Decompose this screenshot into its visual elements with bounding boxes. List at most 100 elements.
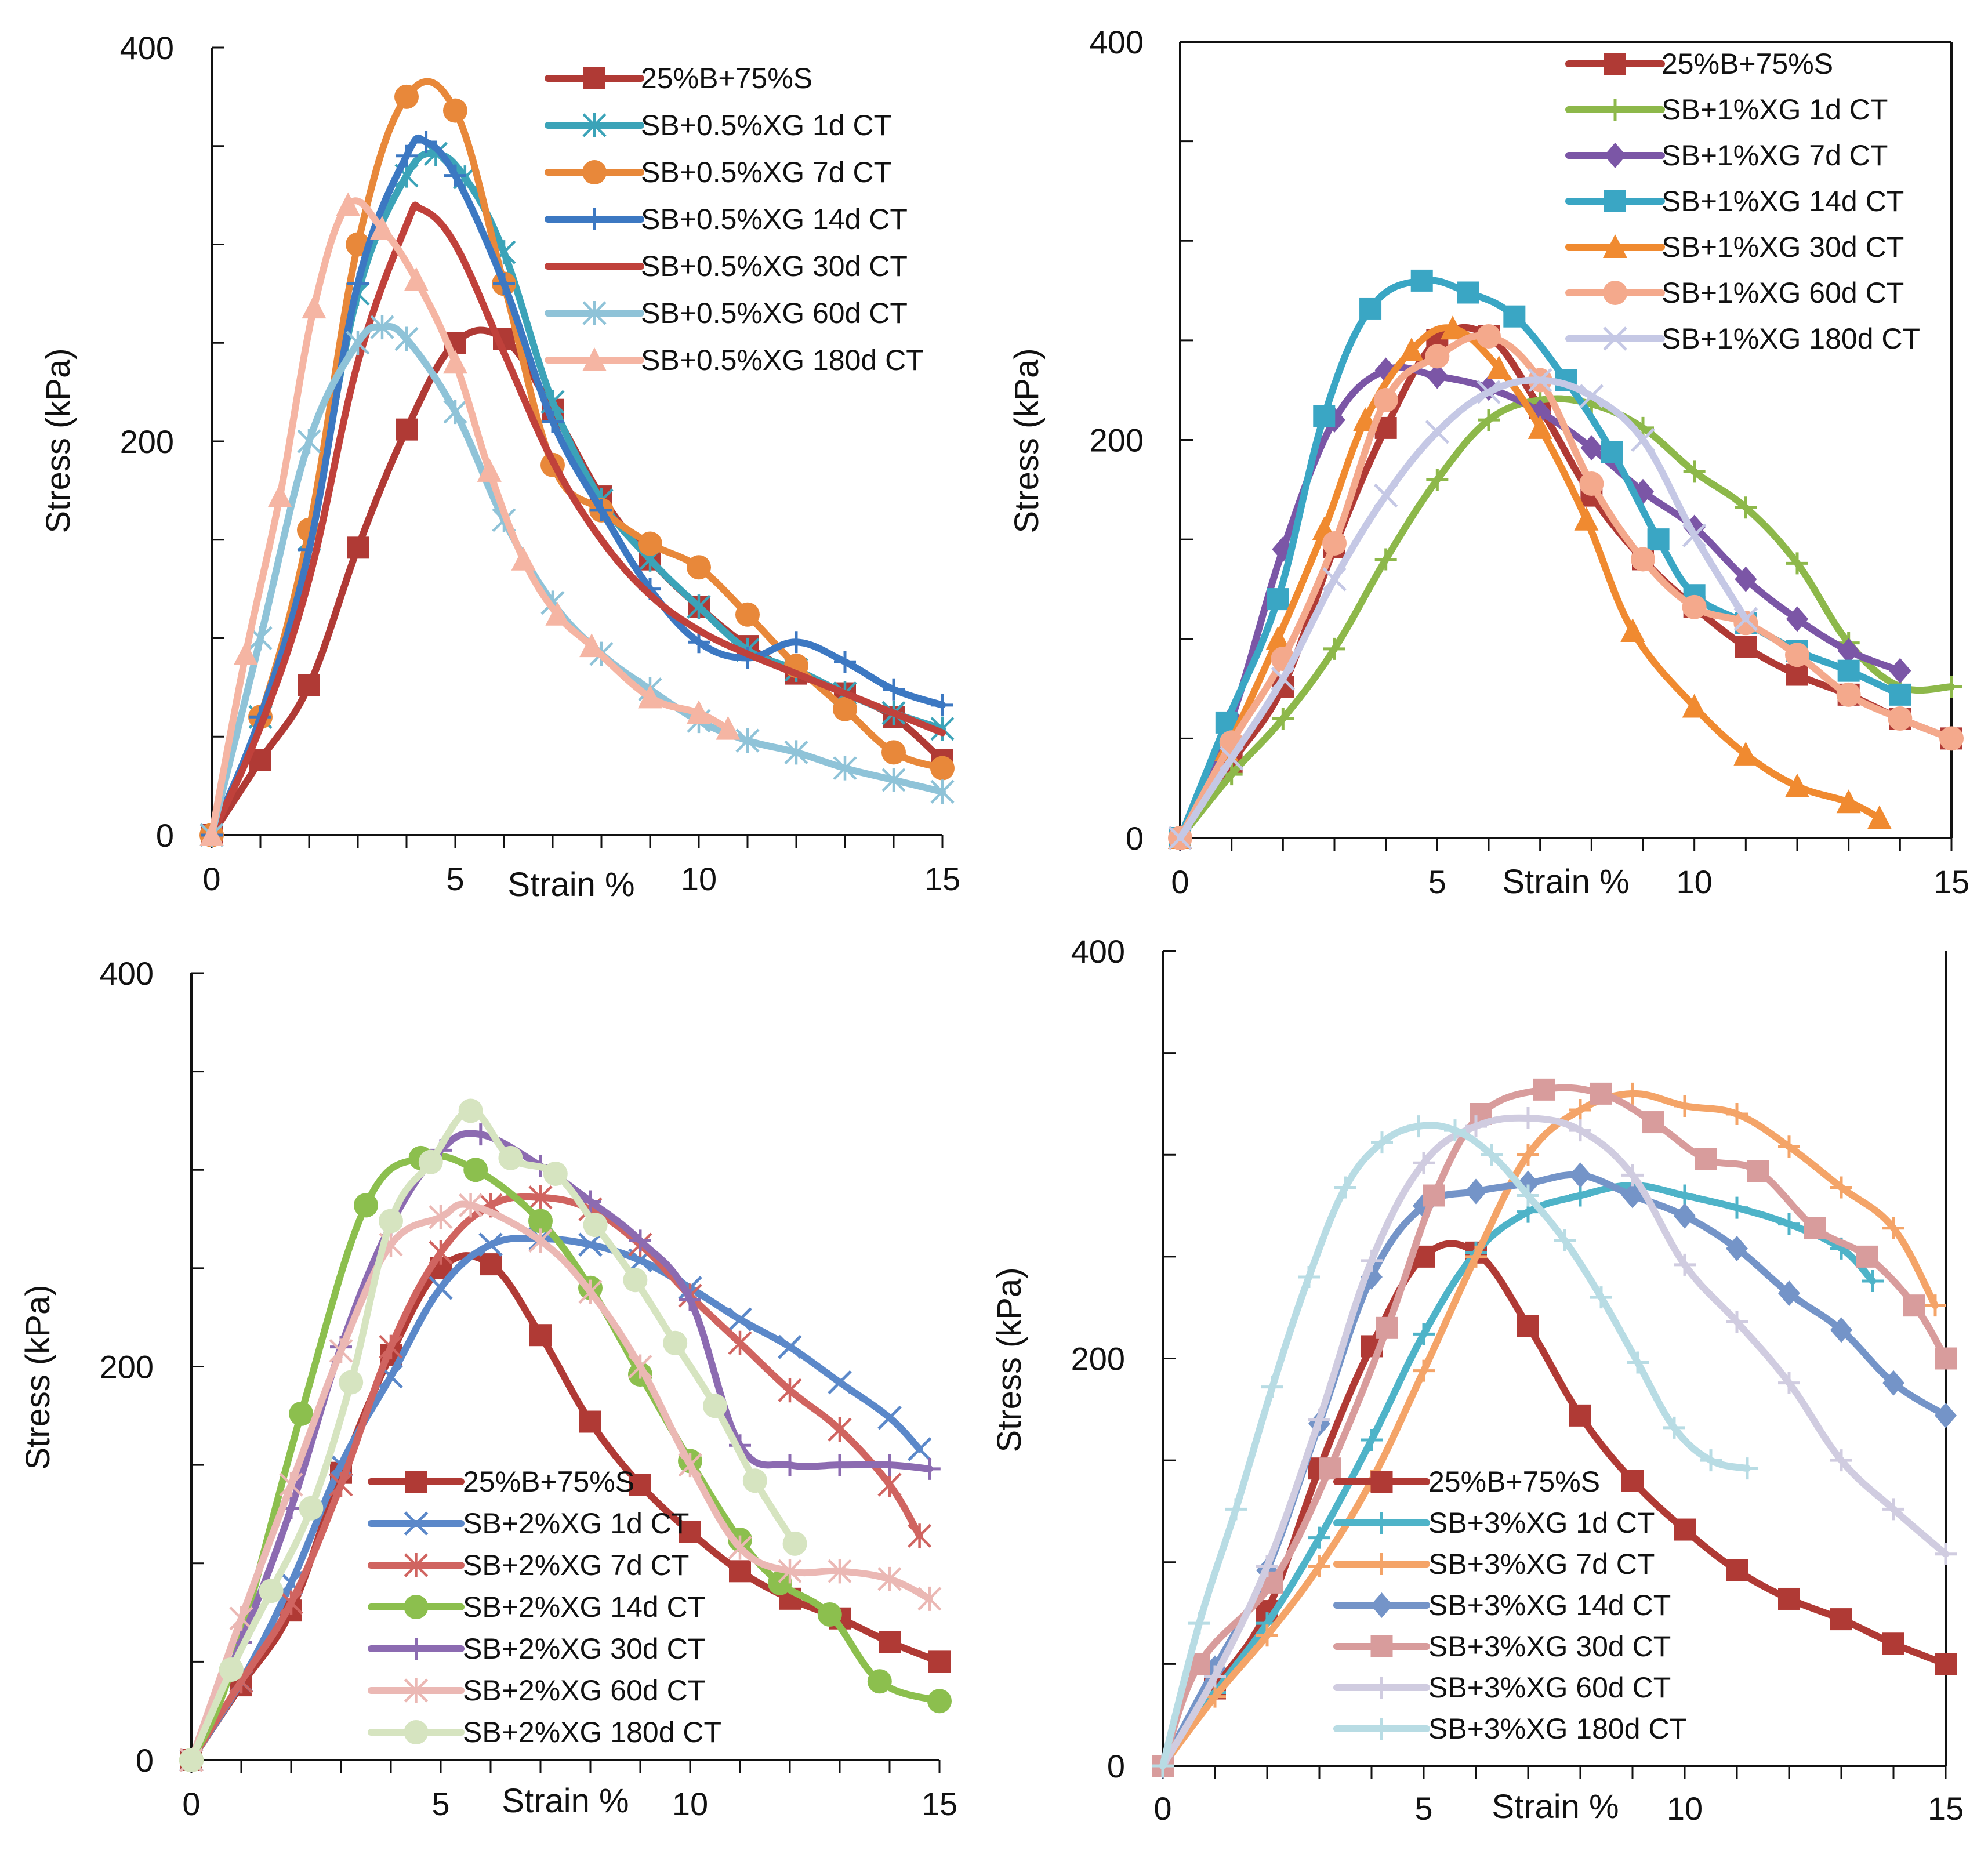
data-point <box>1413 1152 1435 1174</box>
data-point <box>917 1586 942 1611</box>
legend-marker <box>1370 1592 1393 1618</box>
legend-label: SB+0.5%XG 180d CT <box>641 344 924 376</box>
data-point <box>1528 415 1552 439</box>
data-point <box>1569 1184 1591 1207</box>
data-point <box>1373 483 1398 508</box>
data-point <box>879 1631 901 1653</box>
legend-label: SB+0.5%XG 60d CT <box>641 297 908 329</box>
data-point <box>1579 471 1604 496</box>
data-point <box>629 1474 651 1496</box>
data-point <box>778 1334 802 1359</box>
data-point <box>1889 658 1911 684</box>
data-point <box>1425 420 1450 444</box>
data-point <box>394 84 419 109</box>
data-point <box>329 1472 353 1497</box>
data-point <box>716 716 741 740</box>
y-tick-label: 0 <box>136 1742 154 1779</box>
data-point <box>930 779 955 804</box>
data-point <box>1726 1196 1748 1219</box>
data-point <box>480 1253 502 1276</box>
x-tick-label: 10 <box>1677 864 1713 900</box>
data-point <box>881 767 906 792</box>
data-point <box>1867 805 1892 829</box>
legend-marker <box>1604 143 1626 168</box>
legend: 25%B+75%S SB+0.5%XG 1d CT SB+0.5%XG 7d CT S… <box>545 62 924 376</box>
data-point <box>1486 355 1511 379</box>
data-point <box>1579 384 1604 408</box>
data-point <box>728 1330 752 1355</box>
legend-marker <box>582 301 607 325</box>
data-point <box>1903 1294 1925 1317</box>
data-point <box>279 1472 303 1497</box>
data-point <box>1726 1559 1748 1581</box>
data-point <box>679 1289 701 1311</box>
data-point <box>1444 1119 1466 1142</box>
data-point <box>1935 1653 1957 1675</box>
x-tick-label: 0 <box>1171 864 1189 900</box>
data-point <box>688 631 710 654</box>
legend-marker <box>404 1678 429 1703</box>
data-point <box>778 1559 802 1584</box>
x-tick-label: 15 <box>924 861 960 897</box>
data-point <box>1785 773 1809 797</box>
legend-marker <box>1603 326 1627 351</box>
x-axis-title: Strain % <box>1502 863 1629 901</box>
data-point <box>1700 1449 1722 1472</box>
legend-marker <box>404 1720 429 1744</box>
data-point <box>1888 706 1913 731</box>
data-point <box>1569 1162 1591 1188</box>
legend-label: SB+2%XG 180d CT <box>463 1716 721 1748</box>
legend-marker <box>405 1638 427 1660</box>
data-point <box>1465 1178 1487 1205</box>
x-axis-title: Strain % <box>1492 1788 1619 1826</box>
data-point <box>469 1123 492 1146</box>
data-point <box>179 1748 204 1772</box>
data-point <box>1465 1245 1487 1268</box>
data-point <box>1308 1526 1330 1549</box>
data-point <box>1836 682 1861 707</box>
data-point <box>828 1559 852 1584</box>
series-3 <box>1152 1082 1946 1777</box>
data-point <box>1830 1317 1852 1343</box>
data-point <box>370 315 394 340</box>
data-point <box>1308 1408 1330 1431</box>
data-point <box>877 1405 902 1430</box>
data-point <box>1399 338 1424 362</box>
x-axis-title: Strain % <box>507 866 634 904</box>
data-point <box>1733 611 1758 636</box>
data-point <box>687 700 711 724</box>
y-tick-label: 200 <box>1090 422 1144 459</box>
legend-marker <box>1604 190 1626 212</box>
data-point <box>1924 1294 1946 1317</box>
legend-marker <box>582 160 607 184</box>
data-point <box>1786 552 1808 575</box>
data-point <box>299 1496 324 1521</box>
data-point <box>1261 1376 1283 1398</box>
data-point <box>1830 1176 1852 1199</box>
data-point <box>628 1354 652 1379</box>
data-point <box>908 1523 932 1548</box>
data-point <box>279 1590 303 1615</box>
data-point <box>1426 469 1449 491</box>
data-point <box>1319 1457 1341 1480</box>
data-point <box>590 499 612 521</box>
data-point <box>1726 1235 1748 1261</box>
series-7 <box>199 192 741 846</box>
data-point <box>778 1378 802 1403</box>
legend-label: SB+1%XG 7d CT <box>1661 139 1888 172</box>
data-point <box>1682 523 1707 548</box>
legend-label: SB+1%XG 1d CT <box>1661 93 1888 126</box>
y-axis-title: Stress (kPa) <box>19 1285 57 1470</box>
data-point <box>1517 1315 1539 1337</box>
data-point <box>370 216 394 240</box>
y-axis-title: Stress (kPa) <box>39 348 77 533</box>
data-point <box>728 1535 752 1560</box>
data-point <box>379 1334 403 1359</box>
data-point <box>1674 1253 1696 1276</box>
data-point <box>1425 344 1450 369</box>
legend-marker <box>583 67 605 89</box>
data-point <box>1517 1144 1539 1166</box>
data-point <box>729 1560 751 1583</box>
data-point <box>1219 746 1244 771</box>
data-point <box>1517 1107 1539 1130</box>
